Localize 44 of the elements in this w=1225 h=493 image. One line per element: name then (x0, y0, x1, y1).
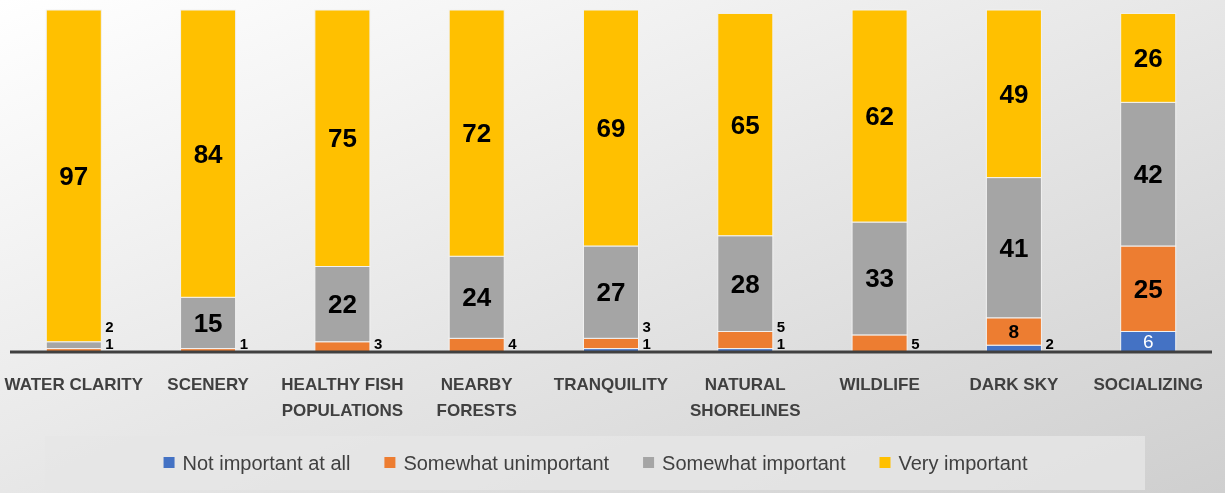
x-tick-label: TRANQUILITY (553, 375, 669, 394)
data-label: 41 (999, 232, 1029, 263)
data-label: 5 (776, 317, 786, 335)
x-tick-label: WATER CLARITY (4, 375, 144, 394)
x-tick-label: SOCIALIZING (1093, 375, 1203, 394)
data-label: 26 (1133, 42, 1163, 73)
data-label: 1 (642, 334, 651, 352)
x-tick-label: NEARBY FORESTS (436, 375, 517, 420)
data-label: 27 (596, 277, 626, 308)
x-tick-label: HEALTHY FISH POPULATIONS (281, 375, 404, 420)
x-tick-label: DARK SKY (969, 375, 1059, 394)
data-label: 4 (508, 334, 518, 352)
data-label: 8 (1008, 320, 1020, 342)
data-label: 2 (1045, 334, 1054, 352)
data-label: 28 (730, 268, 760, 299)
data-label: 1 (105, 334, 114, 352)
data-label: 1 (776, 334, 786, 352)
data-label: 62 (865, 101, 895, 132)
data-label: 42 (1133, 159, 1163, 190)
data-label: 25 (1133, 273, 1163, 304)
x-tick-label: WILDLIFE (839, 375, 920, 394)
data-label: 2 (105, 317, 114, 335)
x-tick-label: SCENERY (167, 375, 250, 394)
data-label: 49 (999, 78, 1029, 109)
data-label: 15 (193, 307, 223, 338)
text: Very important (898, 452, 1028, 474)
data-label: 1 (239, 334, 248, 352)
data-label: 24 (462, 282, 492, 313)
data-label: 6 (1142, 331, 1154, 353)
data-label: 33 (865, 263, 895, 294)
legend-label: Somewhat unimportant (403, 452, 610, 474)
data-label: 97 (59, 160, 89, 191)
data-label: 5 (911, 334, 920, 352)
legend-label: Somewhat important (662, 452, 846, 474)
x-tick-label: NATURAL SHORELINES (690, 375, 801, 420)
data-label: 3 (642, 317, 651, 335)
data-label: 75 (327, 123, 357, 154)
legend-label: Not important at all (182, 452, 351, 474)
data-label: 3 (373, 334, 383, 352)
data-label: 65 (730, 109, 760, 140)
data-label: 72 (462, 118, 492, 149)
data-label: 84 (193, 138, 224, 169)
data-label: 22 (327, 289, 357, 320)
data-label: 69 (596, 112, 626, 143)
